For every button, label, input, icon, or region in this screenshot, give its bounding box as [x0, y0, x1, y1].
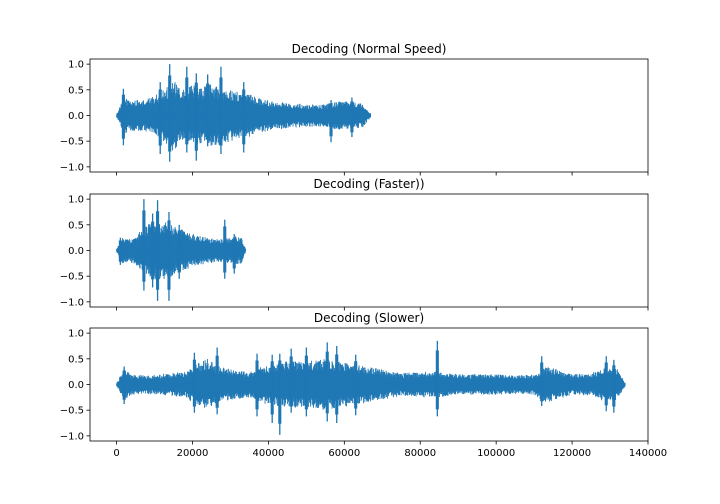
- y-tick-label: 0.0: [68, 380, 84, 391]
- waveform-series: [116, 64, 372, 162]
- x-axis: 0 20000 40000 60000 80000 100000 120000 140000: [113, 441, 667, 459]
- x-axis: [116, 307, 649, 311]
- x-tick-label: 20000: [177, 448, 209, 459]
- x-tick-label: 0: [113, 448, 119, 459]
- subplot-normal-speed: Decoding (Normal Speed) −1.0 −0.5 0.0 0.5 1.…: [60, 42, 649, 176]
- y-tick-label: 1.0: [68, 60, 84, 71]
- x-tick-label: 140000: [629, 448, 667, 459]
- axes-frame: [89, 327, 649, 442]
- y-tick-label: 0.0: [68, 246, 84, 257]
- y-tick-label: 1.0: [68, 195, 84, 206]
- y-tick-label: −1.0: [60, 297, 84, 308]
- axes-frame: [89, 193, 649, 308]
- y-axis: −1.0 −0.5 0.0 0.5 1.0: [60, 195, 90, 308]
- y-tick-label: 1.0: [68, 329, 84, 340]
- axes-frame: [89, 58, 649, 173]
- y-tick-label: 0.5: [68, 220, 84, 231]
- y-tick-label: −0.5: [60, 272, 84, 283]
- y-tick-label: 0.0: [68, 111, 84, 122]
- subplot-faster: Decoding (Faster)) −1.0 −0.5 0.0 0.5 1.0: [60, 177, 649, 311]
- x-tick-label: 120000: [553, 448, 591, 459]
- waveform-series: [116, 199, 247, 301]
- waveform-series: [116, 340, 626, 435]
- x-tick-label: 60000: [328, 448, 360, 459]
- y-tick-label: 0.5: [68, 85, 84, 96]
- y-tick-label: 0.5: [68, 354, 84, 365]
- x-axis: [116, 172, 649, 176]
- subplot-slower: Decoding (Slower) −1.0 −0.5 0.0 0.5 1.0 0 200…: [60, 311, 667, 459]
- y-tick-label: −0.5: [60, 406, 84, 417]
- subplot-title: Decoding (Faster)): [313, 177, 424, 191]
- x-tick-label: 100000: [477, 448, 515, 459]
- y-axis: −1.0 −0.5 0.0 0.5 1.0: [60, 329, 90, 442]
- y-axis: −1.0 −0.5 0.0 0.5 1.0: [60, 60, 90, 173]
- y-tick-label: −1.0: [60, 162, 84, 173]
- x-tick-label: 40000: [253, 448, 285, 459]
- subplot-title: Decoding (Normal Speed): [292, 42, 447, 56]
- x-tick-label: 80000: [404, 448, 436, 459]
- y-tick-label: −0.5: [60, 137, 84, 148]
- y-tick-label: −1.0: [60, 431, 84, 442]
- subplot-title: Decoding (Slower): [314, 311, 424, 325]
